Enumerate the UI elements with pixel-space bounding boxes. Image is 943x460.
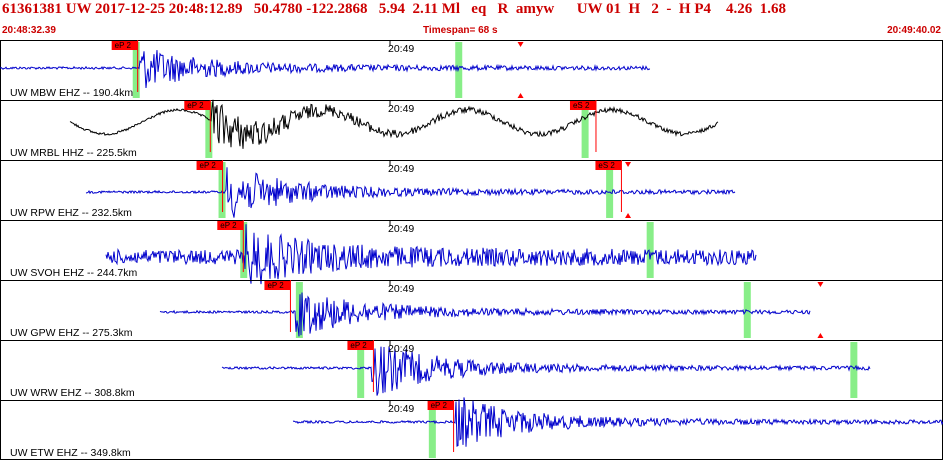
event-title: 61361381 UW 2017-12-25 20:48:12.89 50.47… xyxy=(2,1,786,17)
time-label: 20:49 xyxy=(388,343,414,355)
pick-flag[interactable] xyxy=(427,401,454,410)
pick-label: eS 2 xyxy=(573,101,590,110)
trace-panel[interactable]: eP 2 20:49 UW ETW EHZ -- 349.8km xyxy=(0,397,943,459)
time-label: 20:49 xyxy=(388,223,414,235)
pick-label: eP 2 xyxy=(220,221,237,230)
pick-flag[interactable] xyxy=(595,161,622,170)
waveform xyxy=(292,397,943,447)
trace-panel[interactable]: eP 2 eS 2 20:49 UW RPW EHZ -- 232.5km xyxy=(0,160,943,219)
waveform xyxy=(105,224,757,285)
pick-flag[interactable] xyxy=(347,341,374,350)
trace-panel[interactable]: eP 2 20:49 UW GPW EHZ -- 275.3km xyxy=(0,280,943,339)
pick-flag[interactable] xyxy=(196,161,223,170)
station-label: UW MBW EHZ -- 190.4km xyxy=(10,87,133,99)
station-label: UW GPW EHZ -- 275.3km xyxy=(10,327,133,339)
station-label: UW SVOH EHZ -- 244.7km xyxy=(10,267,137,279)
pick-label: eP 2 xyxy=(350,341,367,350)
waveform xyxy=(221,346,871,396)
time-label: 20:49 xyxy=(388,163,414,175)
phase-window xyxy=(646,222,654,278)
marker-down xyxy=(625,162,632,167)
start-time: 20:48:32.39 xyxy=(2,25,56,36)
pick-flag[interactable] xyxy=(111,41,138,50)
trace-panel[interactable]: eP 2 20:49 UW MBW EHZ -- 190.4km xyxy=(0,40,651,99)
marker-up xyxy=(817,333,824,338)
pick-label: eS 2 xyxy=(598,161,615,170)
pick-label: eP 2 xyxy=(115,41,132,50)
marker-up xyxy=(625,213,632,218)
pick-label: eP 2 xyxy=(267,281,284,290)
end-time: 20:49:40.02 xyxy=(887,25,941,36)
pick-flag[interactable] xyxy=(184,101,211,110)
time-label: 20:49 xyxy=(388,43,414,55)
phase-window xyxy=(606,162,614,218)
station-label: UW ETW EHZ -- 349.8km xyxy=(10,447,131,459)
station-label: UW WRW EHZ -- 308.8km xyxy=(10,387,135,399)
pick-flag[interactable] xyxy=(217,221,244,230)
time-label: 20:49 xyxy=(388,283,414,295)
trace-panels[interactable]: eP 2 20:49 UW MBW EHZ -- 190.4km eP 2 eS 2 20… xyxy=(0,40,943,460)
marker-up xyxy=(517,93,524,98)
phase-window xyxy=(581,102,589,158)
pick-flag[interactable] xyxy=(569,101,596,110)
phase-window xyxy=(455,42,463,98)
event-header: 61361381 UW 2017-12-25 20:48:12.89 50.47… xyxy=(0,0,943,40)
trace-panel[interactable]: eP 2 20:49 UW SVOH EHZ -- 244.7km xyxy=(0,220,943,285)
waveform xyxy=(0,50,651,89)
time-label: 20:49 xyxy=(388,103,414,115)
phase-window xyxy=(428,402,436,458)
waveform xyxy=(85,167,736,218)
trace-panel[interactable]: eP 2 eS 2 20:49 UW MRBL HHZ -- 225.5km xyxy=(0,99,943,159)
timespan-label: Timespan= 68 s xyxy=(423,25,498,36)
pick-label: eP 2 xyxy=(200,161,217,170)
phase-window xyxy=(205,102,213,158)
marker-down xyxy=(817,282,824,287)
waveform xyxy=(69,99,719,149)
marker-down xyxy=(517,42,524,47)
phase-window xyxy=(132,42,140,98)
phase-window xyxy=(850,342,858,398)
phase-window xyxy=(743,282,751,338)
time-label: 20:49 xyxy=(388,403,414,415)
phase-window xyxy=(357,342,365,398)
trace-panel[interactable]: eP 2 20:49 UW WRW EHZ -- 308.8km xyxy=(0,340,943,399)
waveform xyxy=(159,292,811,337)
pick-label: eP 2 xyxy=(431,401,448,410)
pick-label: eP 2 xyxy=(187,101,204,110)
station-label: UW MRBL HHZ -- 225.5km xyxy=(10,147,137,159)
pick-flag[interactable] xyxy=(264,281,291,290)
station-label: UW RPW EHZ -- 232.5km xyxy=(10,207,132,219)
